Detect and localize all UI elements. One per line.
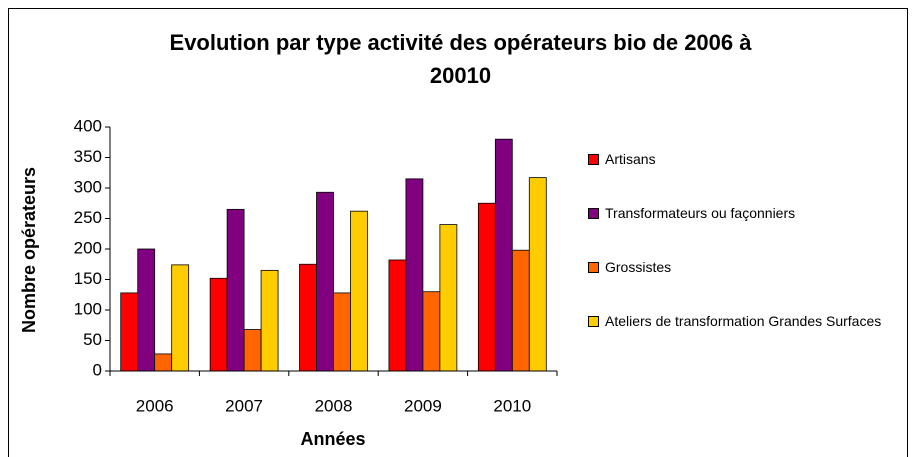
bar — [333, 292, 351, 372]
x-tick-label: 2008 — [315, 396, 353, 415]
bar — [511, 249, 530, 372]
bar — [243, 329, 262, 372]
y-tick-label: 250 — [74, 208, 102, 227]
legend-item: Artisans — [588, 150, 908, 169]
bar — [439, 224, 458, 372]
y-tick-label: 100 — [74, 299, 102, 318]
bar — [494, 138, 513, 372]
legend-swatch — [588, 262, 599, 273]
bar — [528, 177, 547, 372]
y-tick-label: 300 — [74, 177, 102, 196]
bar — [350, 210, 368, 372]
y-tick-label: 200 — [74, 238, 102, 257]
y-tick-label: 400 — [74, 116, 102, 135]
bar — [405, 178, 424, 372]
x-tick-label: 2009 — [404, 396, 442, 415]
x-tick-label: 2007 — [225, 396, 263, 415]
legend-label: Grossistes — [605, 259, 672, 275]
legend-label: Artisans — [605, 151, 656, 167]
x-tick-label: 2006 — [136, 396, 174, 415]
bar — [299, 263, 317, 372]
bar — [260, 269, 279, 372]
bar — [137, 248, 156, 372]
y-axis-title: Nombre opérateurs — [19, 167, 39, 333]
legend-swatch — [588, 208, 599, 219]
x-tick-label: 2010 — [493, 396, 531, 415]
legend-label: Transformateurs ou façonniers — [605, 205, 796, 221]
bar — [316, 191, 334, 372]
bar — [209, 277, 228, 372]
y-tick-label: 50 — [83, 330, 102, 349]
bar — [226, 208, 245, 372]
chart-title: Evolution par type activité des opérateu… — [169, 30, 752, 88]
legend: Artisans Transformateurs ou façonniers Gro… — [588, 150, 908, 366]
bar — [154, 353, 173, 372]
legend-item: Transformateurs ou façonniers — [588, 204, 908, 223]
bar — [477, 202, 496, 372]
legend-swatch — [588, 154, 599, 165]
bar — [388, 259, 407, 372]
bar — [422, 291, 441, 372]
y-tick-label: 0 — [93, 360, 102, 379]
bar — [120, 292, 139, 372]
y-tick-label: 350 — [74, 147, 102, 166]
x-axis-title: Années — [300, 429, 365, 449]
legend-swatch — [588, 316, 599, 327]
bar — [171, 264, 190, 372]
legend-label: Ateliers de transformation Grandes Surfa… — [605, 313, 882, 329]
legend-item: Ateliers de transformation Grandes Surfa… — [588, 312, 908, 331]
y-tick-label: 150 — [74, 269, 102, 288]
legend-item: Grossistes — [588, 258, 908, 277]
frame — [8, 8, 908, 457]
